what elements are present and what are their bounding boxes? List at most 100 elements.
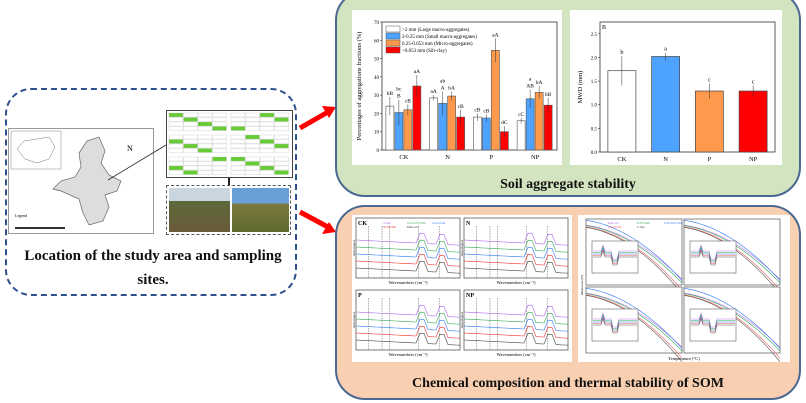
site-tables-graphic: [168, 112, 289, 175]
significance-label: cB: [483, 108, 489, 114]
significance-label: AB: [526, 84, 534, 90]
table-cell: [274, 139, 289, 144]
spectrum-line: [463, 304, 569, 318]
y-tick-label: 60: [374, 39, 380, 44]
dtg-curve: [691, 312, 735, 328]
tga-legend-label: <0.053 mm: [636, 221, 651, 225]
table-cell: [245, 148, 260, 153]
tga-curve: [683, 287, 781, 349]
bar: [695, 90, 724, 153]
table-cell: [259, 117, 275, 122]
significance-label: bc: [396, 87, 402, 93]
table-cell: [183, 148, 198, 153]
table-cell: [245, 156, 260, 162]
table-cell: [183, 121, 198, 127]
table-cell: [168, 148, 184, 153]
site-photo-2: [232, 188, 289, 232]
x-tick-label: NP: [531, 154, 540, 161]
x-tick-label: CK: [617, 156, 626, 163]
significance-label: cB: [474, 107, 480, 113]
table-cell: [197, 121, 213, 127]
dtg-curve: [593, 248, 637, 264]
sampling-site-tables: [166, 110, 293, 178]
x-tick-label: P: [490, 154, 494, 161]
table-cell: [212, 143, 227, 149]
study-area-map: N Legend: [8, 128, 154, 234]
table-cell: [212, 165, 227, 171]
ftir-panel-label: NP: [466, 293, 474, 299]
table-cell: [245, 112, 260, 118]
table-cell: [168, 126, 184, 131]
table-cell: [259, 112, 275, 118]
dtg-curve: [593, 244, 637, 260]
table-cell: [197, 112, 213, 118]
x-tick-label: P: [708, 156, 712, 163]
significance-label: cC: [518, 112, 524, 118]
som-title: Chemical composition and thermal stabili…: [412, 376, 724, 391]
y-tick-label: 20: [374, 112, 380, 117]
table-cell: [212, 139, 227, 144]
x-tick-label: N: [445, 154, 450, 161]
ftir-x-label: Wavenumbers (cm⁻¹): [389, 280, 428, 285]
dtg-curve: [593, 318, 637, 334]
table-cell: [230, 134, 246, 140]
table-cell: [230, 161, 246, 166]
significance-label: B: [397, 94, 401, 100]
spectrum-line: [463, 232, 569, 246]
significance-label: b: [620, 50, 623, 56]
tga-curve: [683, 219, 781, 281]
table-cell: [274, 143, 289, 149]
bar: [403, 109, 413, 151]
significance-label: bA: [448, 85, 455, 91]
spectrum-line: [355, 239, 461, 253]
table-cell: [168, 139, 184, 144]
table-cell: [197, 170, 213, 175]
table-cell: [245, 139, 260, 144]
table-cell: [245, 143, 260, 149]
legend-label: <0.053 mm (Silt-clay): [402, 49, 447, 54]
x-tick-label: NP: [749, 156, 758, 163]
site-photo-1: [169, 188, 230, 232]
y-tick-label: 0.0: [591, 151, 598, 156]
y-tick-label: 40: [374, 76, 380, 81]
dtg-curve: [593, 313, 637, 329]
table-cell: [230, 156, 246, 162]
bar: [516, 120, 526, 151]
plot-frame: [381, 21, 558, 151]
dtg-curve: [593, 312, 637, 328]
table-cell: [230, 148, 246, 153]
spectrum-line: [463, 260, 569, 274]
table-cell: [274, 112, 289, 118]
table-cell: [274, 148, 289, 153]
spectrum-line: [355, 318, 461, 332]
table-cell: [197, 139, 213, 144]
ftir-legend-label: <0.053 mm: [382, 225, 397, 229]
table-cell: [259, 126, 275, 131]
significance-label: dC: [501, 120, 508, 126]
table-cell: [274, 161, 289, 166]
spectrum-line: [463, 311, 569, 325]
table-cell: [259, 134, 275, 140]
table-cell: [183, 134, 198, 140]
table-cell: [197, 126, 213, 131]
y-tick-label: 10: [374, 131, 380, 136]
table-cell: [259, 121, 275, 127]
y-tick-label: 1.5: [591, 80, 598, 85]
table-cell: [245, 121, 260, 127]
y-tick-label: 0: [377, 149, 380, 154]
ftir-panel-label: N: [466, 221, 471, 227]
spectrum-line: [463, 253, 569, 267]
table-cell: [212, 126, 227, 131]
ftir-legend-label: 0.25-0.053 mm: [407, 221, 426, 225]
tga-curves-figure: Temperature (°C) Mass loss (%) Bulk soil <0…: [578, 215, 790, 362]
spectrum-line: [355, 325, 461, 339]
bar: [482, 117, 491, 151]
arrow-to-som: [298, 209, 330, 230]
bar: [651, 56, 680, 153]
ftir-y-label: Absorbance: [460, 239, 464, 256]
legend-swatch: [385, 25, 401, 33]
table-cell: [168, 134, 184, 140]
arrow-head-icon: [322, 106, 336, 118]
bar: [491, 50, 500, 151]
dtg-curve: [691, 244, 735, 260]
